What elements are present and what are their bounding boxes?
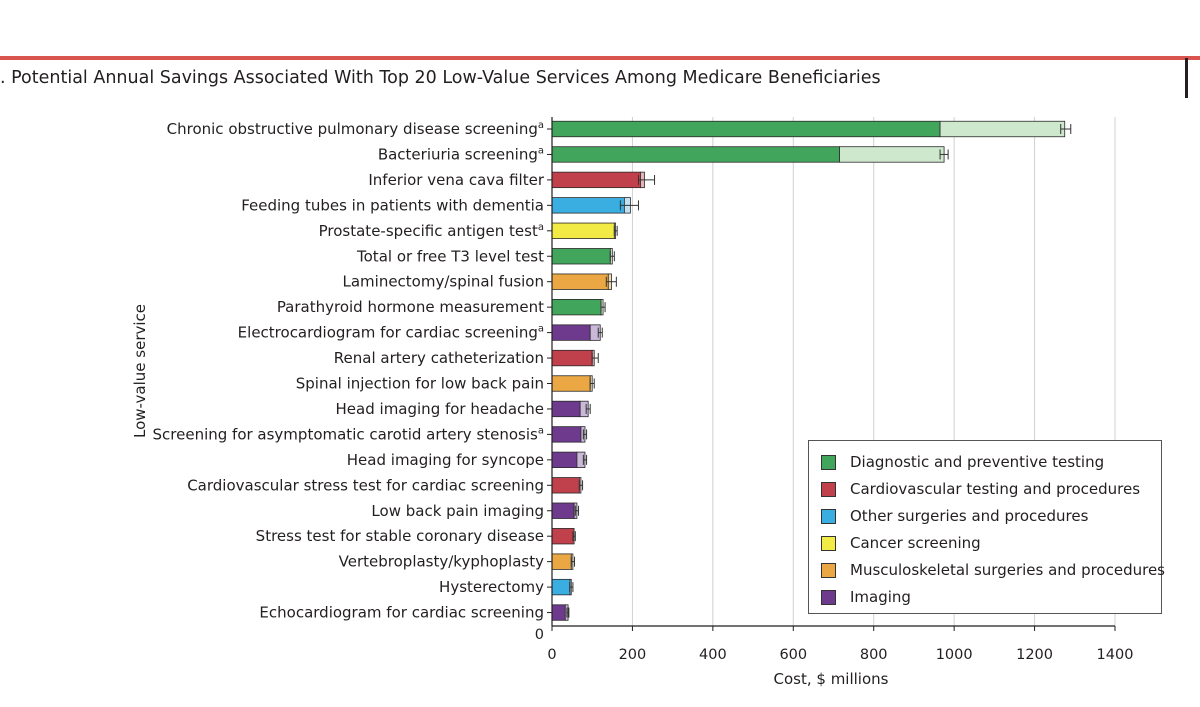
label-layer: 0 200 400 600 800 1000 1200 1400 0 Chronic obstru… <box>153 120 1134 663</box>
bar-lower-segment <box>551 298 602 316</box>
bar-lower-segment <box>551 248 611 265</box>
bar-lower-segment <box>551 604 566 621</box>
bar-layer <box>551 120 1072 621</box>
legend-item: Imaging <box>821 586 911 608</box>
header-right-rule <box>1185 58 1188 98</box>
bar-lower-segment <box>551 451 578 469</box>
legend-label: Other surgeries and procedures <box>850 507 1089 525</box>
category-superscript: a <box>538 324 544 335</box>
bar-lower-segment <box>551 375 591 392</box>
y-origin-label: 0 <box>535 627 544 643</box>
legend-swatch <box>821 481 836 497</box>
category-label: Echocardiogram for cardiac screening <box>259 604 544 622</box>
category-label: Screening for asymptomatic carotid arter… <box>153 425 545 443</box>
legend-swatch <box>821 535 836 551</box>
chart-legend: Diagnostic and preventive testing Cardio… <box>808 440 1165 614</box>
category-label: Spinal injection for low back pain <box>296 375 544 393</box>
category-superscript: a <box>538 425 544 436</box>
axis-layer <box>551 117 1115 627</box>
bar-lower-segment <box>551 197 625 214</box>
legend-swatch <box>821 508 836 524</box>
legend-swatch <box>821 454 836 470</box>
x-tick-label: 600 <box>779 647 807 663</box>
category-label: Head imaging for syncope <box>347 451 544 469</box>
bar-lower-segment <box>551 578 571 596</box>
legend-label: Cardiovascular testing and procedures <box>850 480 1141 498</box>
x-tick-label: 1000 <box>936 647 973 663</box>
legend-label: Diagnostic and preventive testing <box>850 453 1105 471</box>
category-label: Vertebroplasty/kyphoplasty <box>339 553 544 571</box>
category-label: Cardiovascular stress test for cardiac s… <box>187 476 544 494</box>
bar-lower-segment <box>551 349 593 367</box>
legend-label: Imaging <box>850 588 911 606</box>
bar-lower-segment <box>551 171 641 189</box>
legend-swatch <box>821 562 836 578</box>
legend-label: Musculoskeletal surgeries and procedures <box>850 561 1165 579</box>
x-tick-label: 0 <box>547 647 556 663</box>
bar-lower-segment <box>551 222 615 239</box>
legend-item: Cardiovascular testing and procedures <box>821 478 1140 500</box>
category-label: Chronic obstructive pulmonary disease sc… <box>167 120 544 138</box>
legend-item: Diagnostic and preventive testing <box>821 451 1104 473</box>
legend-label: Cancer screening <box>850 534 981 552</box>
category-superscript: a <box>538 145 544 156</box>
category-label: Electrocardiogram for cardiac screeninga <box>238 324 544 342</box>
bar-lower-segment <box>551 477 580 494</box>
bar-upper-segment <box>839 146 945 163</box>
bar-lower-segment <box>551 528 575 545</box>
header-accent-rule <box>0 56 1200 60</box>
bar-lower-segment <box>551 553 572 570</box>
category-label: Renal artery catheterization <box>334 349 544 367</box>
x-tick-label: 400 <box>699 647 727 663</box>
category-label: Total or free T3 level test <box>356 247 544 265</box>
x-tick-label: 800 <box>860 647 888 663</box>
category-label: Low back pain imaging <box>371 502 544 520</box>
category-label: Head imaging for headache <box>336 400 544 418</box>
x-tick-label: 200 <box>619 647 647 663</box>
x-tick-label: 1200 <box>1016 647 1053 663</box>
category-superscript: a <box>538 222 544 233</box>
bar-lower-segment <box>551 120 941 138</box>
bar-lower-segment <box>551 426 582 443</box>
bar-lower-segment <box>551 146 840 163</box>
category-label: Hysterectomy <box>439 578 544 596</box>
bar-lower-segment <box>551 400 581 418</box>
legend-item: Musculoskeletal surgeries and procedures <box>821 559 1165 581</box>
category-label: Feeding tubes in patients with dementia <box>241 196 544 214</box>
bar-lower-segment <box>551 273 609 290</box>
legend-item: Other surgeries and procedures <box>821 505 1088 527</box>
category-label: Bacteriuria screeninga <box>378 145 544 163</box>
category-label: Laminectomy/spinal fusion <box>342 273 544 291</box>
category-label: Prostate-specific antigen testa <box>319 222 544 240</box>
category-label: Parathyroid hormone measurement <box>277 298 544 316</box>
x-axis-title: Cost, $ millions <box>774 670 889 688</box>
legend-swatch <box>821 589 836 605</box>
category-superscript: a <box>538 120 544 131</box>
category-label: Inferior vena cava filter <box>368 171 544 189</box>
x-tick-label: 1400 <box>1097 647 1134 663</box>
bar-lower-segment <box>551 324 591 341</box>
legend-item: Cancer screening <box>821 532 981 554</box>
y-axis-title: Low-value service <box>131 304 149 438</box>
figure-title: . Potential Annual Savings Associated Wi… <box>0 68 881 88</box>
bar-upper-segment <box>939 120 1066 138</box>
bar-lower-segment <box>551 502 575 519</box>
category-label: Stress test for stable coronary disease <box>256 527 544 545</box>
